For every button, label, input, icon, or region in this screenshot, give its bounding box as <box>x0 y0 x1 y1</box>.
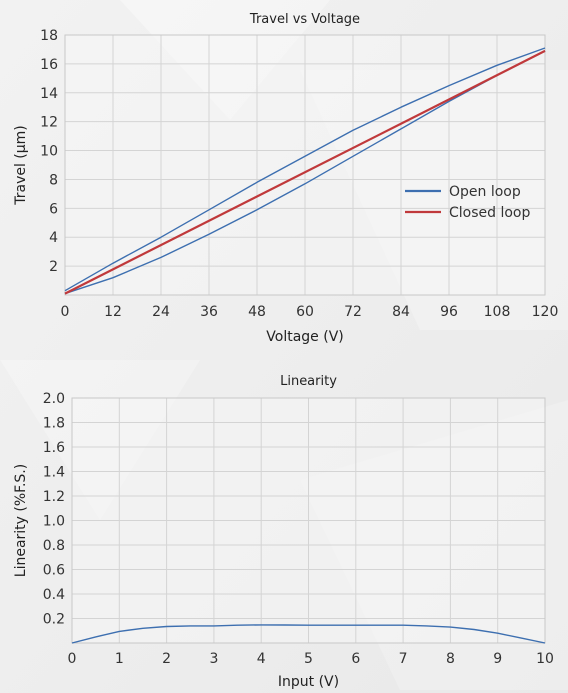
chart-title: Linearity <box>280 374 337 389</box>
x-tick-label: 0 <box>68 651 77 667</box>
y-tick-label: 1.2 <box>43 489 65 505</box>
x-tick-label: 24 <box>152 304 170 320</box>
x-axis-label: Input (V) <box>278 674 339 690</box>
series-line <box>64 50 546 295</box>
y-tick-label: 1.0 <box>43 514 65 530</box>
x-tick-label: 6 <box>351 651 360 667</box>
y-tick-label: 6 <box>49 201 58 217</box>
x-tick-label: 60 <box>296 304 314 320</box>
x-tick-label: 96 <box>440 304 458 320</box>
x-tick-label: 9 <box>493 651 502 667</box>
x-tick-label: 2 <box>162 651 171 667</box>
x-tick-label: 3 <box>209 651 218 667</box>
y-axis-label: Linearity (%F.S.) <box>13 464 29 577</box>
x-tick-label: 8 <box>446 651 455 667</box>
x-tick-label: 120 <box>532 304 559 320</box>
y-tick-label: 0.4 <box>43 587 65 603</box>
plot-frame <box>64 34 546 296</box>
y-tick-label: 18 <box>40 28 58 44</box>
plot-frame <box>71 397 546 644</box>
y-tick-label: 2 <box>49 259 58 275</box>
y-tick-label: 16 <box>40 57 58 73</box>
x-axis-label: Voltage (V) <box>266 329 343 345</box>
y-tick-label: 0.8 <box>43 538 65 554</box>
series-line <box>64 47 546 292</box>
x-tick-label: 0 <box>61 304 70 320</box>
y-tick-label: 1.4 <box>43 465 65 481</box>
y-tick-label: 12 <box>40 115 58 131</box>
x-tick-label: 1 <box>115 651 124 667</box>
y-tick-label: 2.0 <box>43 391 65 407</box>
x-tick-label: 7 <box>399 651 408 667</box>
legend-label: Open loop <box>449 184 521 200</box>
y-tick-label: 1.6 <box>43 440 65 456</box>
series-line <box>64 49 546 295</box>
y-tick-label: 4 <box>49 230 58 246</box>
x-tick-label: 4 <box>257 651 266 667</box>
y-tick-label: 14 <box>40 86 58 102</box>
y-tick-label: 8 <box>49 172 58 188</box>
x-tick-label: 12 <box>104 304 122 320</box>
x-tick-label: 48 <box>248 304 266 320</box>
x-tick-label: 84 <box>392 304 410 320</box>
y-tick-label: 0.6 <box>43 563 65 579</box>
y-tick-label: 10 <box>40 144 58 160</box>
x-tick-label: 5 <box>304 651 313 667</box>
legend-label: Closed loop <box>449 205 530 221</box>
x-tick-label: 108 <box>484 304 511 320</box>
x-tick-label: 72 <box>344 304 362 320</box>
y-axis-label: Travel (µm) <box>13 125 29 206</box>
x-tick-label: 10 <box>536 651 554 667</box>
y-tick-label: 1.8 <box>43 416 65 432</box>
x-tick-label: 36 <box>200 304 218 320</box>
chart-title: Travel vs Voltage <box>249 12 360 27</box>
series-line <box>71 624 546 644</box>
y-tick-label: 0.2 <box>43 612 65 628</box>
